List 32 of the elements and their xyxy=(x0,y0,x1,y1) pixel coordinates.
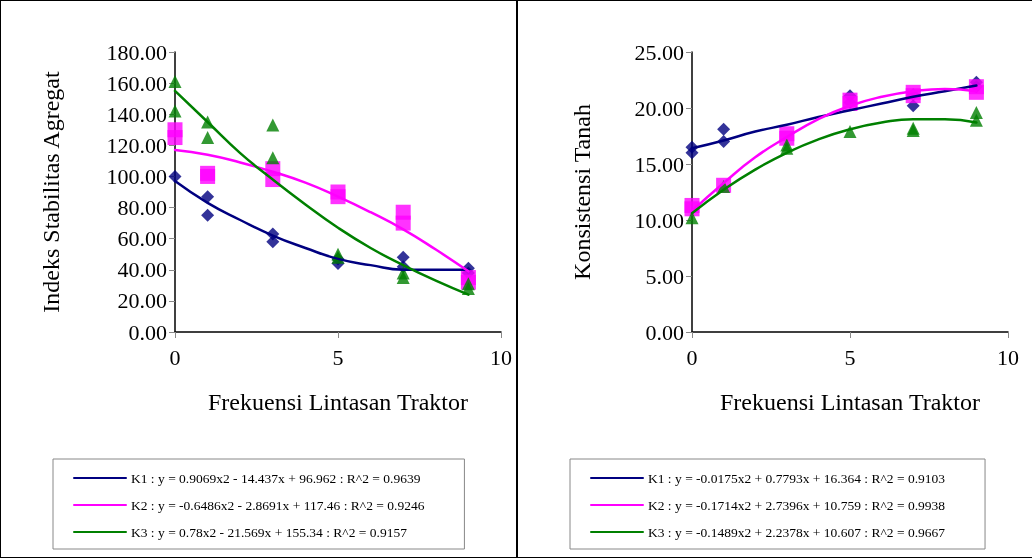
y-tick-label: 0.00 xyxy=(128,319,167,345)
x-tick-label: 0 xyxy=(169,344,181,370)
legend-label: K1 : y = 0.9069x2 - 14.437x + 96.962 : R^2 = 0.9639 xyxy=(131,470,421,486)
x-axis-title: Frekuensi Lintasan Traktor xyxy=(208,389,468,415)
x-tick-label: 10 xyxy=(490,344,512,370)
y-tick-label: 40.00 xyxy=(117,257,167,283)
legend-label: K1 : y = -0.0175x2 + 0.7793x + 16.364 : R^2 = 0.9103 xyxy=(648,470,946,486)
y-tick-label: 15.00 xyxy=(634,151,684,177)
legend-label: K3 : y = 0.78x2 - 21.569x + 155.34 : R^2 = 0.9157 xyxy=(131,524,408,540)
y-tick-label: 60.00 xyxy=(117,226,167,252)
y-tick-label: 25.00 xyxy=(634,39,684,65)
x-axis-title: Frekuensi Lintasan Traktor xyxy=(720,389,980,415)
y-tick-label: 140.00 xyxy=(106,101,167,127)
legend-label: K2 : y = -0.1714x2 + 2.7396x + 10.759 : R^2 = 0.9938 xyxy=(648,497,946,513)
legend-label: K3 : y = -0.1489x2 + 2.2378x + 10.607 : R^2 = 0.9667 xyxy=(648,524,946,540)
x-tick-label: 5 xyxy=(332,344,344,370)
legend-label: K2 : y = -0.6486x2 - 2.8691x + 117.46 : R^2 = 0.9246 xyxy=(131,497,425,513)
x-tick-label: 10 xyxy=(997,344,1019,370)
y-tick-label: 5.00 xyxy=(645,263,684,289)
y-axis-title: Indeks Stabilitas Agregat xyxy=(38,71,64,313)
y-tick-label: 80.00 xyxy=(117,195,167,221)
x-tick-label: 0 xyxy=(686,344,698,370)
y-tick-label: 20.00 xyxy=(634,95,684,121)
y-axis-title: Konsistensi Tanah xyxy=(569,104,595,280)
y-tick-label: 10.00 xyxy=(634,207,684,233)
y-tick-label: 0.00 xyxy=(645,319,684,345)
y-tick-label: 180.00 xyxy=(106,39,167,65)
x-tick-label: 5 xyxy=(844,344,856,370)
y-tick-label: 120.00 xyxy=(106,132,167,158)
y-tick-label: 20.00 xyxy=(117,288,167,314)
y-tick-label: 160.00 xyxy=(106,70,167,96)
y-tick-label: 100.00 xyxy=(106,163,167,189)
